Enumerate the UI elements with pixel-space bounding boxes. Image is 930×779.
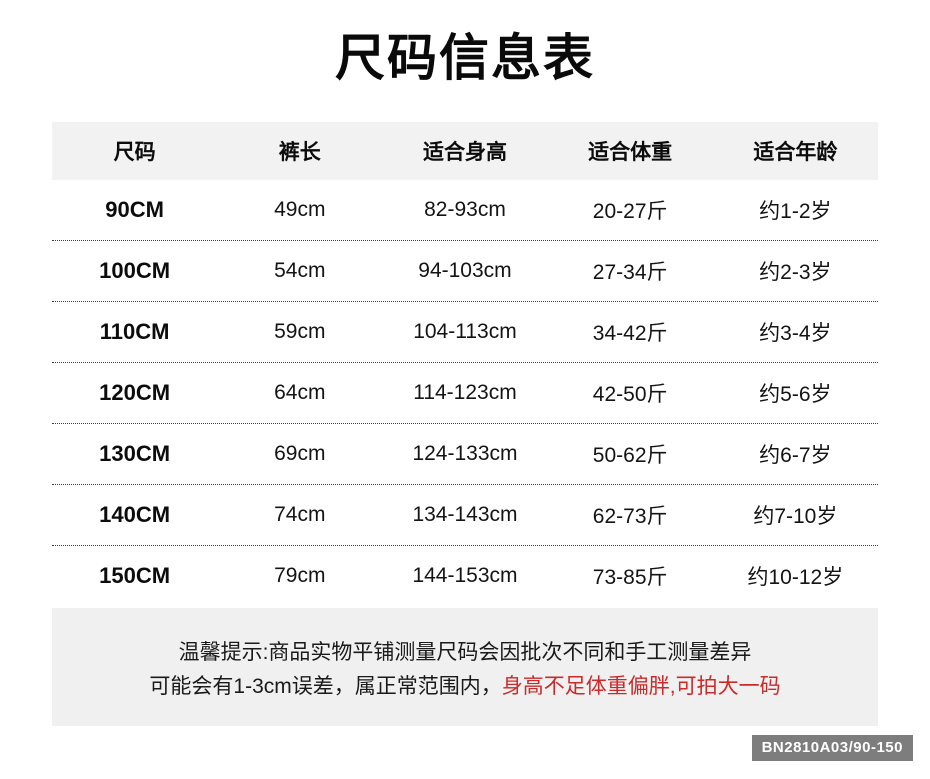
table-row: 110CM 59cm 104-113cm 34-42斤 约3-4岁 [52,302,878,363]
notice-line-2: 可能会有1-3cm误差，属正常范围内，身高不足体重偏胖,可拍大一码 [52,670,878,704]
notice-line-2-red: 身高不足体重偏胖,可拍大一码 [501,675,781,698]
table-row: 150CM 79cm 144-153cm 73-85斤 约10-12岁 [52,546,878,606]
table-cell: 69cm [274,442,326,465]
header-cell: 适合身高 [422,141,507,164]
table-cell: 54cm [274,259,326,282]
table-cell: 114-123cm [413,381,517,404]
notice-panel: 温馨提示:商品实物平铺测量尺码会因批次不同和手工测量差异 可能会有1-3cm误差… [52,608,878,726]
size-cell: 100CM [99,258,171,283]
table-cell: 144-153cm [412,564,518,587]
table-cell: 约7-10岁 [753,505,838,528]
table-row: 140CM 74cm 134-143cm 62-73斤 约7-10岁 [52,485,878,546]
table-cell: 约10-12岁 [747,566,844,589]
table-cell: 79cm [274,564,326,587]
table-cell: 82-93cm [424,198,506,221]
size-cell: 120CM [99,380,171,405]
table-cell: 64cm [274,381,326,404]
table-cell: 27-34斤 [592,261,668,284]
size-table: 尺码 裤长 适合身高 适合体重 适合年龄 90CM 49cm 82-93cm 20-27斤 约1… [52,122,878,606]
table-cell: 约3-4岁 [759,322,832,345]
table-cell: 73-85斤 [592,566,668,589]
table-cell: 42-50斤 [592,383,668,406]
table-body: 90CM 49cm 82-93cm 20-27斤 约1-2岁 100CM 54cm 94-10… [52,180,878,606]
table-cell: 124-133cm [412,442,518,465]
size-cell: 150CM [99,563,171,588]
table-cell: 49cm [274,198,326,221]
size-cell: 90CM [105,197,164,222]
size-cell: 110CM [99,319,170,344]
sku-badge: BN2810A03/90-150 [751,735,913,761]
header-cell: 适合体重 [588,141,673,164]
table-row: 120CM 64cm 114-123cm 42-50斤 约5-6岁 [52,363,878,424]
notice-line-1: 温馨提示:商品实物平铺测量尺码会因批次不同和手工测量差异 [178,641,752,664]
size-cell: 140CM [99,502,171,527]
table-cell: 134-143cm [412,503,518,526]
table-cell: 约6-7岁 [759,444,832,467]
table-cell: 20-27斤 [592,200,668,223]
header-cell: 裤长 [278,141,321,164]
page-title: 尺码信息表 [335,30,595,86]
table-cell: 50-62斤 [592,444,668,467]
table-cell: 约2-3岁 [759,261,832,284]
table-header-row: 尺码 裤长 适合身高 适合体重 适合年龄 [52,122,878,180]
table-cell: 约5-6岁 [759,383,832,406]
table-cell: 104-113cm [413,320,517,343]
table-cell: 约1-2岁 [759,200,832,223]
size-cell: 130CM [99,441,171,466]
table-row: 90CM 49cm 82-93cm 20-27斤 约1-2岁 [52,180,878,241]
table-cell: 62-73斤 [592,505,668,528]
notice-line-2-black: 可能会有1-3cm误差，属正常范围内， [149,675,502,698]
table-cell: 34-42斤 [592,322,668,345]
table-cell: 94-103cm [418,259,512,282]
table-cell: 59cm [274,320,326,343]
table-row: 100CM 54cm 94-103cm 27-34斤 约2-3岁 [52,241,878,302]
header-cell: 尺码 [113,141,156,164]
header-cell: 适合年龄 [753,141,838,164]
table-cell: 74cm [274,503,326,526]
table-row: 130CM 69cm 124-133cm 50-62斤 约6-7岁 [52,424,878,485]
